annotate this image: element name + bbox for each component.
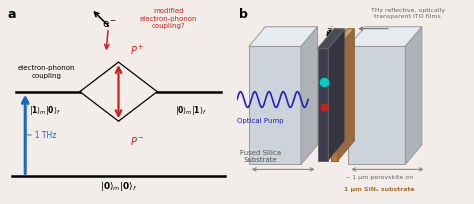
Text: e$^-$: e$^-$ bbox=[102, 19, 117, 30]
Text: THz reflective, optically
transparent ITO films: THz reflective, optically transparent IT… bbox=[371, 8, 445, 19]
Text: a: a bbox=[7, 8, 16, 21]
Polygon shape bbox=[337, 30, 354, 161]
Text: ~ 1 μm perovskite on: ~ 1 μm perovskite on bbox=[345, 174, 413, 180]
Polygon shape bbox=[331, 30, 354, 49]
Text: Optical Pump: Optical Pump bbox=[237, 118, 284, 124]
Text: $|\mathbf{0}\rangle_m|\mathbf{0}\rangle_f$: $|\mathbf{0}\rangle_m|\mathbf{0}\rangle_… bbox=[100, 179, 137, 192]
Text: $P^-$: $P^-$ bbox=[130, 134, 145, 146]
Text: Fused Silica
Substrate: Fused Silica Substrate bbox=[240, 149, 281, 162]
Text: ~ 1 THz: ~ 1 THz bbox=[27, 131, 57, 140]
Polygon shape bbox=[405, 28, 422, 165]
Text: air: air bbox=[327, 26, 337, 35]
Text: electron-phonon
coupling: electron-phonon coupling bbox=[18, 65, 75, 78]
Polygon shape bbox=[318, 49, 328, 161]
Text: $|\mathbf{1}\rangle_m|\mathbf{0}\rangle_f$: $|\mathbf{1}\rangle_m|\mathbf{0}\rangle_… bbox=[28, 104, 61, 117]
Polygon shape bbox=[328, 30, 345, 161]
Polygon shape bbox=[318, 30, 345, 49]
Text: modified
electron-phonon
coupling?: modified electron-phonon coupling? bbox=[140, 8, 197, 29]
Polygon shape bbox=[331, 49, 337, 161]
Polygon shape bbox=[348, 47, 405, 165]
Polygon shape bbox=[249, 28, 318, 47]
Text: b: b bbox=[239, 8, 248, 21]
Text: $|\mathbf{0}\rangle_m|\mathbf{1}\rangle_f$: $|\mathbf{0}\rangle_m|\mathbf{1}\rangle_… bbox=[175, 104, 207, 117]
Polygon shape bbox=[301, 28, 318, 165]
Polygon shape bbox=[249, 47, 301, 165]
Text: 1 μm SiNₓ substrate: 1 μm SiNₓ substrate bbox=[344, 186, 414, 191]
Text: $P^+$: $P^+$ bbox=[130, 44, 145, 57]
Polygon shape bbox=[348, 28, 422, 47]
